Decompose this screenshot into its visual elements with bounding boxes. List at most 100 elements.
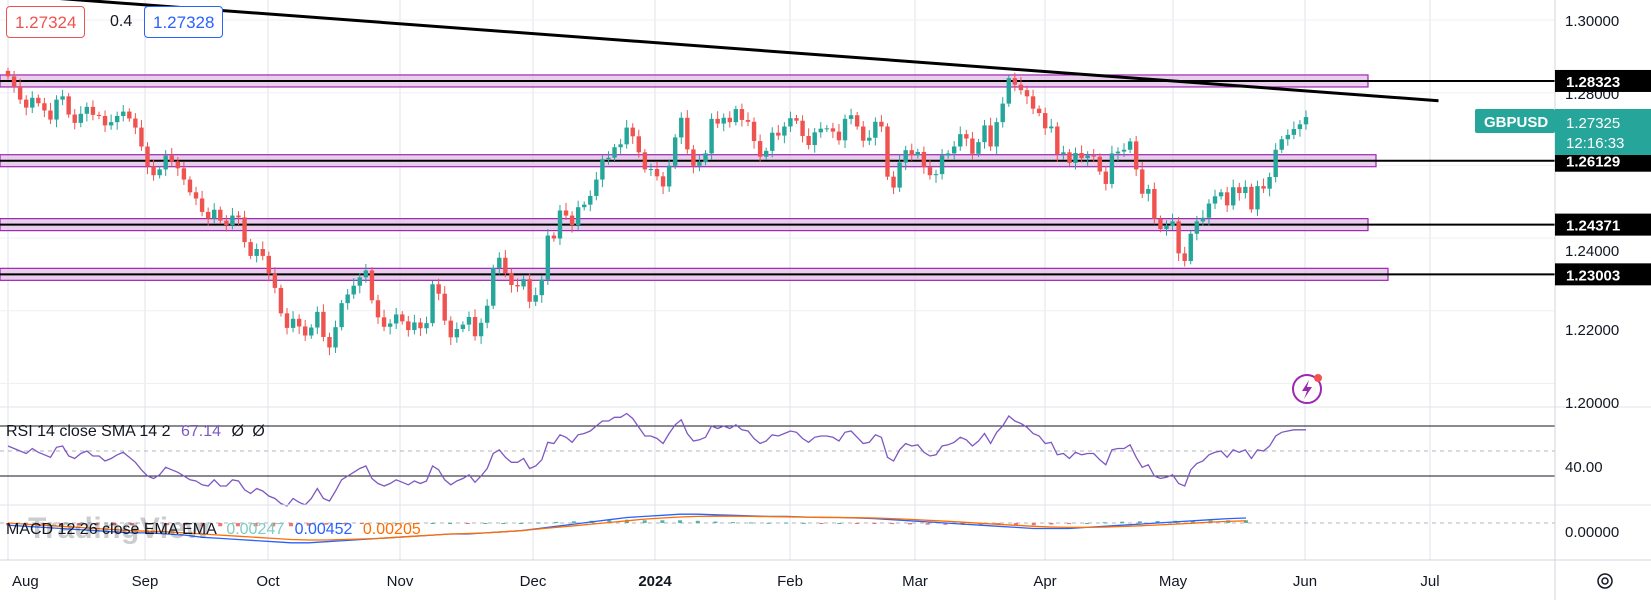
macd-histogram-bar xyxy=(1102,522,1107,524)
macd-histogram-bar xyxy=(854,523,859,524)
candle-body xyxy=(509,272,514,285)
candle-body xyxy=(873,121,878,138)
candle-body xyxy=(1121,149,1127,152)
candle-body xyxy=(248,242,253,256)
candle-body xyxy=(1297,124,1303,130)
candle-body xyxy=(1176,221,1181,254)
bid-price-badge[interactable]: 1.27324 xyxy=(6,6,86,38)
current-price-box xyxy=(1555,109,1651,155)
macd-histogram-bar xyxy=(6,523,10,526)
macd-histogram-bar xyxy=(766,522,771,524)
candle-body xyxy=(454,328,460,338)
ask-price-badge[interactable]: 1.27328 xyxy=(144,6,224,38)
candle-body xyxy=(393,314,399,324)
rsi-axis-label: 40.00 xyxy=(1565,459,1603,476)
candle-body xyxy=(861,126,866,141)
candle-body xyxy=(636,136,642,153)
time-axis-label: Aug xyxy=(12,573,39,590)
candle-body xyxy=(1012,78,1018,85)
candle-body xyxy=(903,150,908,163)
candle-body xyxy=(1164,225,1169,230)
support-resistance-zones xyxy=(0,74,1555,281)
candle-body xyxy=(836,131,842,141)
candle-body xyxy=(48,110,53,120)
macd-histogram-bar xyxy=(41,523,46,526)
macd-histogram-bar xyxy=(872,523,877,524)
candle-body xyxy=(660,176,666,187)
candle-body xyxy=(776,132,781,136)
candle-body xyxy=(484,305,490,323)
price-axis-label: 1.24000 xyxy=(1565,243,1619,260)
rsi-legend[interactable]: RSI 14 close SMA 14 2 67.14 Ø Ø xyxy=(6,423,265,441)
macd-legend[interactable]: MACD 12 26 close EMA EMA 0.00247 0.00452… xyxy=(6,521,421,539)
spread-value: 0.4 xyxy=(110,13,133,30)
candle-body xyxy=(1231,187,1236,206)
candle-body xyxy=(121,111,126,116)
candle-body xyxy=(952,146,957,154)
macd-histogram-bar xyxy=(784,522,789,524)
candle-body xyxy=(648,169,654,171)
candle-body xyxy=(1188,233,1193,262)
candle-body xyxy=(685,117,690,150)
candle-body xyxy=(1127,141,1133,150)
rsi-title: RSI 14 close SMA 14 2 xyxy=(6,423,171,440)
candle-body xyxy=(515,284,520,287)
candle-body xyxy=(824,128,830,130)
macd-histogram-bar xyxy=(801,522,806,524)
candle-body xyxy=(1140,169,1145,194)
candle-body xyxy=(582,204,587,208)
candle-body xyxy=(733,109,739,123)
lightning-bolt xyxy=(1302,380,1312,399)
candle-body xyxy=(442,293,447,321)
candle-body xyxy=(102,115,108,126)
macd-histogram-bar xyxy=(819,523,824,524)
candle-body xyxy=(1109,153,1115,184)
macd-histogram-bar xyxy=(890,523,895,525)
candle-body xyxy=(830,128,836,132)
candle-body xyxy=(503,257,508,273)
macd-histogram-bar xyxy=(713,521,718,523)
level-label: 1.23003 xyxy=(1566,267,1620,284)
macd-histogram-bar xyxy=(748,522,753,524)
candle-body xyxy=(491,267,496,306)
macd-histogram-bar xyxy=(1049,523,1054,525)
macd-histogram-bar xyxy=(1120,521,1125,523)
candle-body xyxy=(763,150,769,157)
macd-axis-label: 0.00000 xyxy=(1565,524,1619,541)
candle-body xyxy=(224,220,229,226)
candle-body xyxy=(181,168,187,180)
candle-body xyxy=(672,137,678,166)
macd-histogram-bar xyxy=(253,523,258,527)
candle-body xyxy=(527,279,532,302)
candle-body xyxy=(339,303,344,328)
macd-histogram-bar xyxy=(306,523,311,526)
candle-body xyxy=(757,141,763,157)
candle-body xyxy=(327,336,332,348)
candle-body xyxy=(1243,186,1248,194)
level-label: 1.26129 xyxy=(1566,154,1620,171)
candle-body xyxy=(521,279,526,287)
macd-pane xyxy=(0,513,1555,544)
candle-body xyxy=(879,121,884,127)
macd-histogram-bar xyxy=(147,523,152,525)
candle-body xyxy=(199,198,205,212)
macd-histogram-bar xyxy=(430,523,435,524)
macd-hist-value: 0.00247 xyxy=(226,521,285,538)
candle-body xyxy=(976,142,981,154)
candle-body xyxy=(624,127,629,145)
candle-body xyxy=(1097,156,1102,172)
candle-body xyxy=(369,270,375,301)
macd-histogram-bar xyxy=(483,523,488,524)
candle-body xyxy=(891,176,896,188)
candle-body xyxy=(1073,153,1078,163)
candle-body xyxy=(266,255,272,274)
candle-body xyxy=(1194,221,1200,234)
candle-body xyxy=(406,321,411,331)
candle-body xyxy=(854,115,860,127)
macd-line xyxy=(7,513,1247,544)
candle-body xyxy=(1218,192,1224,197)
candle-body xyxy=(412,322,417,331)
macd-histogram-bar xyxy=(200,523,205,527)
macd-histogram-bar xyxy=(377,523,382,524)
